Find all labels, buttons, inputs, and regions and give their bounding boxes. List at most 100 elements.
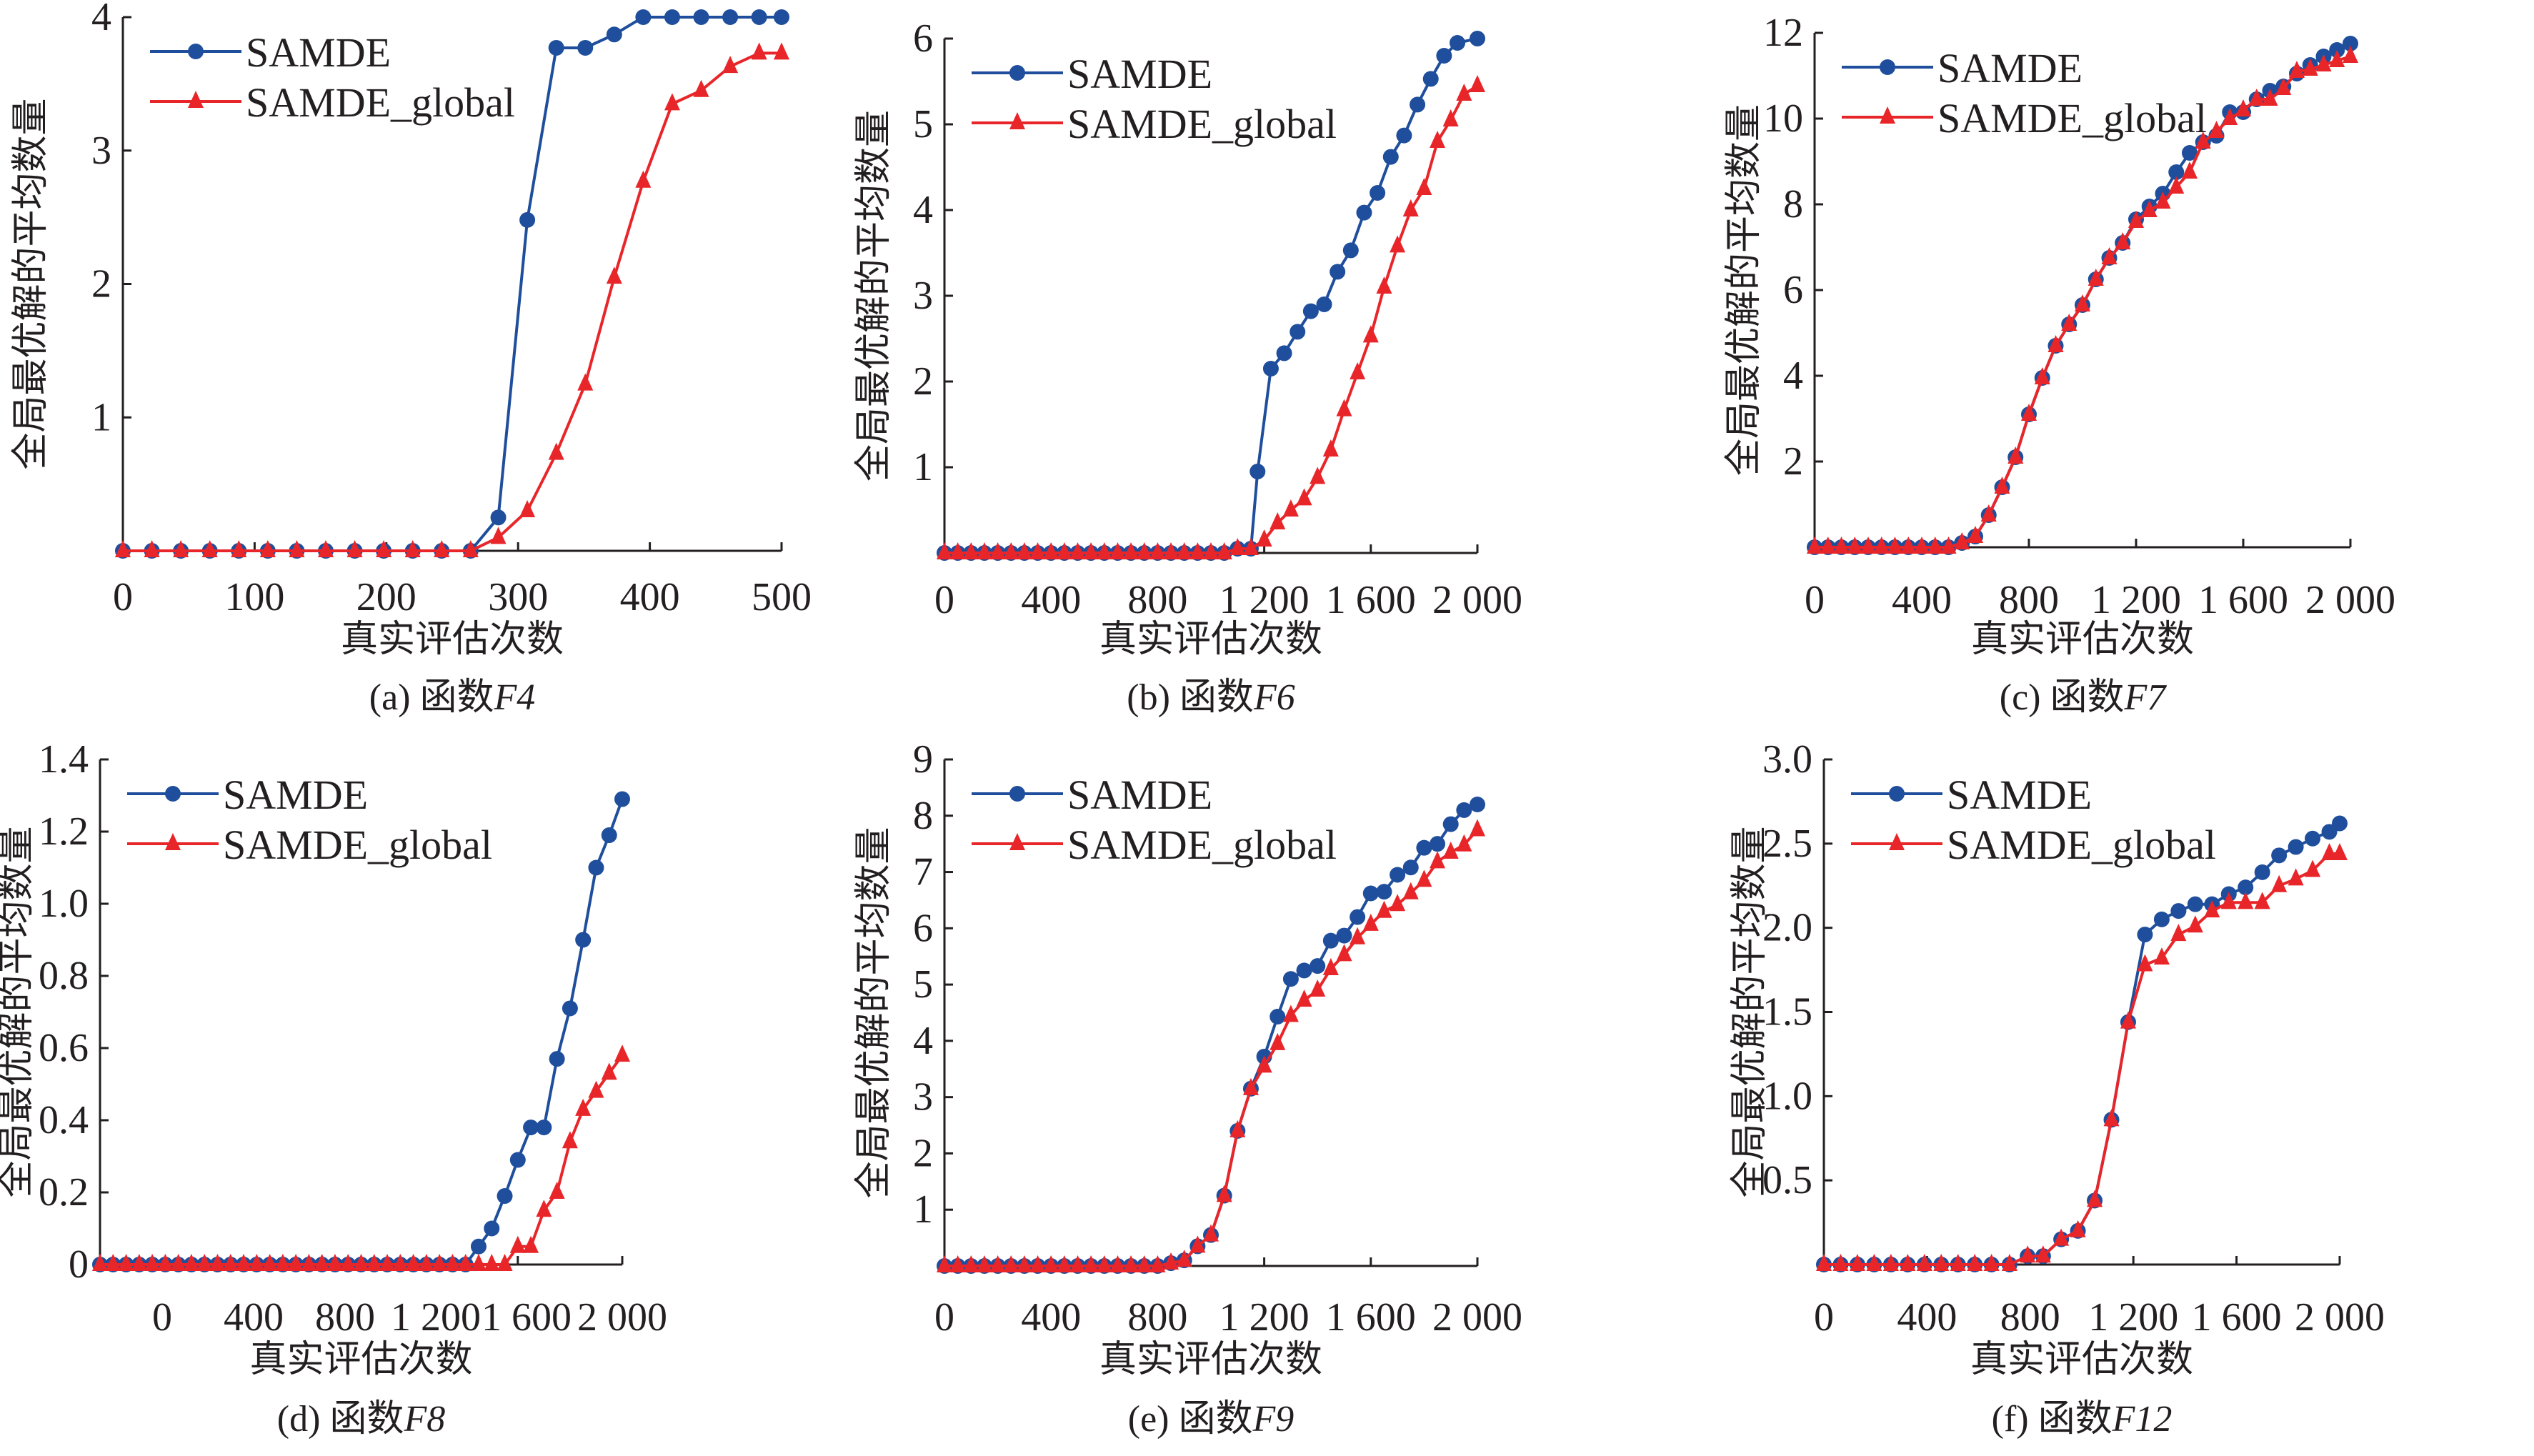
data-point — [1270, 1032, 1286, 1050]
data-point — [1282, 499, 1299, 517]
data-point — [1310, 979, 1326, 997]
data-point — [2153, 947, 2170, 965]
data-point — [523, 1120, 539, 1136]
data-point — [614, 1044, 630, 1062]
series-line — [1824, 822, 2341, 1266]
data-point — [577, 39, 594, 56]
data-point — [1866, 1254, 1882, 1271]
data-point — [484, 1220, 500, 1237]
y-tick-label: 1.0 — [39, 882, 89, 926]
data-point — [774, 9, 789, 25]
data-point — [173, 540, 189, 557]
data-point — [1362, 325, 1379, 343]
data-point — [606, 26, 622, 43]
data-point — [536, 1120, 552, 1136]
data-point — [751, 42, 767, 60]
y-axis-title: 全局最优解的平均数量 — [1722, 104, 1765, 476]
x-tick-label: 200 — [356, 575, 416, 619]
series-samde — [937, 797, 1485, 1274]
legend-marker-icon — [165, 833, 181, 850]
data-point — [2235, 99, 2251, 116]
y-tick-label: 12 — [1763, 11, 1803, 55]
series-line — [1824, 852, 2340, 1266]
data-point — [1390, 894, 1406, 912]
data-point — [1249, 464, 1266, 479]
data-point — [606, 266, 622, 284]
y-tick-label: 2 — [913, 1131, 933, 1175]
data-point — [1456, 802, 1472, 818]
data-point — [549, 1182, 565, 1199]
data-point — [261, 1254, 278, 1271]
data-point — [1322, 439, 1339, 457]
y-tick-label: 1.5 — [1762, 990, 1812, 1034]
data-point — [2305, 859, 2321, 877]
data-point — [635, 170, 652, 188]
data-point — [2155, 191, 2171, 209]
data-point — [2195, 131, 2211, 149]
legend-label: SAMDE_global — [223, 822, 492, 868]
series-samde — [1816, 815, 2348, 1272]
caption-function: F9 — [1252, 1399, 1294, 1440]
data-point — [418, 1254, 434, 1271]
data-point — [635, 9, 652, 25]
data-point — [774, 42, 789, 60]
y-tick-label: 3 — [913, 274, 933, 318]
data-point — [1149, 542, 1166, 559]
data-point — [2047, 335, 2064, 352]
data-point — [2168, 176, 2185, 194]
legend-label: SAMDE_global — [1067, 822, 1337, 868]
data-point — [432, 1254, 448, 1271]
x-tick-label: 1 600 — [2198, 578, 2288, 622]
panel-b: 1 2 3 4 5 6 0 400 800 1 200 1 600 2 000 真实评估次数 全局最优解的… — [852, 16, 1522, 718]
series-samde-global — [1807, 46, 2358, 554]
y-tick-label: 3.0 — [1762, 737, 1812, 782]
data-point — [274, 1254, 291, 1271]
legend-marker-icon — [1880, 59, 1895, 75]
data-point — [1296, 488, 1312, 506]
data-point — [1430, 851, 1446, 869]
data-point — [1109, 542, 1126, 559]
data-point — [1980, 504, 1997, 522]
y-tick-label: 8 — [913, 794, 933, 838]
data-point — [562, 1131, 578, 1149]
data-point — [314, 1254, 330, 1271]
legend-item: SAMDE — [127, 772, 368, 818]
x-tick-label: 1 200 — [2088, 1295, 2178, 1340]
series-samde-global — [937, 819, 1485, 1272]
panel-f: 0.5 1.0 1.5 2.0 2.5 3.0 0 400 800 1 200 1 600 2 000… — [1728, 737, 2385, 1440]
y-tick-label: 5 — [913, 962, 933, 1007]
x-tick-label: 0 — [1805, 578, 1825, 622]
panel-caption: (a) 函数F4 — [369, 677, 535, 718]
data-point — [183, 1254, 199, 1271]
legend-item: SAMDE — [972, 51, 1212, 97]
data-point — [2329, 50, 2345, 67]
data-point — [1450, 35, 1466, 51]
legend-label: SAMDE — [1067, 772, 1212, 818]
data-point — [2061, 314, 2077, 331]
data-point — [989, 542, 1006, 559]
data-point — [2238, 892, 2254, 909]
data-point — [1873, 537, 1890, 554]
data-point — [1940, 537, 1957, 554]
data-point — [115, 540, 131, 557]
y-tick-label: 2 — [913, 359, 933, 404]
data-point — [575, 932, 592, 948]
data-point — [1816, 1254, 1832, 1271]
data-point — [404, 540, 421, 557]
data-point — [1256, 1055, 1272, 1073]
data-point — [1390, 867, 1406, 883]
data-point — [1270, 1009, 1286, 1025]
data-point — [2075, 294, 2090, 311]
data-point — [2332, 842, 2348, 860]
x-axis-title: 真实评估次数 — [1099, 618, 1322, 661]
x-tick-label: 0 — [1814, 1295, 1834, 1340]
data-point — [1176, 542, 1192, 559]
data-point — [519, 499, 536, 517]
data-point — [444, 1254, 461, 1271]
data-point — [1336, 944, 1352, 962]
data-point — [509, 1235, 526, 1253]
data-point — [2238, 879, 2254, 896]
y-tick-label: 0.8 — [39, 954, 89, 998]
data-point — [1336, 927, 1352, 944]
